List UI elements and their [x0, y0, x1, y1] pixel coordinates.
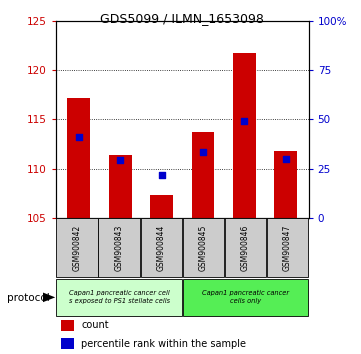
FancyBboxPatch shape — [225, 218, 266, 277]
Point — [283, 156, 289, 161]
Bar — [61, 338, 74, 349]
Point — [242, 119, 247, 124]
Text: Capan1 pancreatic cancer cell
s exposed to PS1 stellate cells: Capan1 pancreatic cancer cell s exposed … — [69, 290, 170, 304]
Bar — [68, 98, 90, 218]
FancyBboxPatch shape — [267, 218, 308, 277]
FancyBboxPatch shape — [183, 279, 308, 316]
Text: GSM900844: GSM900844 — [157, 224, 166, 271]
Bar — [61, 320, 74, 331]
FancyBboxPatch shape — [99, 218, 140, 277]
Bar — [150, 195, 173, 218]
FancyBboxPatch shape — [56, 218, 98, 277]
Text: protocol: protocol — [7, 293, 50, 303]
Point — [200, 149, 206, 155]
Text: GSM900842: GSM900842 — [73, 225, 82, 271]
Text: GSM900843: GSM900843 — [115, 224, 123, 271]
Polygon shape — [43, 292, 55, 302]
Bar — [192, 132, 214, 218]
Point — [117, 157, 123, 162]
Text: count: count — [81, 320, 109, 330]
Bar — [109, 155, 131, 218]
Point — [76, 134, 82, 140]
Text: GDS5099 / ILMN_1653098: GDS5099 / ILMN_1653098 — [100, 12, 264, 25]
Text: GSM900845: GSM900845 — [199, 224, 208, 271]
FancyBboxPatch shape — [183, 218, 224, 277]
Bar — [274, 151, 297, 218]
Text: GSM900846: GSM900846 — [241, 224, 250, 271]
Point — [159, 173, 165, 178]
Text: percentile rank within the sample: percentile rank within the sample — [81, 339, 246, 349]
FancyBboxPatch shape — [140, 218, 182, 277]
Bar — [233, 53, 256, 218]
Text: GSM900847: GSM900847 — [283, 224, 292, 271]
Text: Capan1 pancreatic cancer
cells only: Capan1 pancreatic cancer cells only — [202, 290, 289, 304]
FancyBboxPatch shape — [56, 279, 182, 316]
